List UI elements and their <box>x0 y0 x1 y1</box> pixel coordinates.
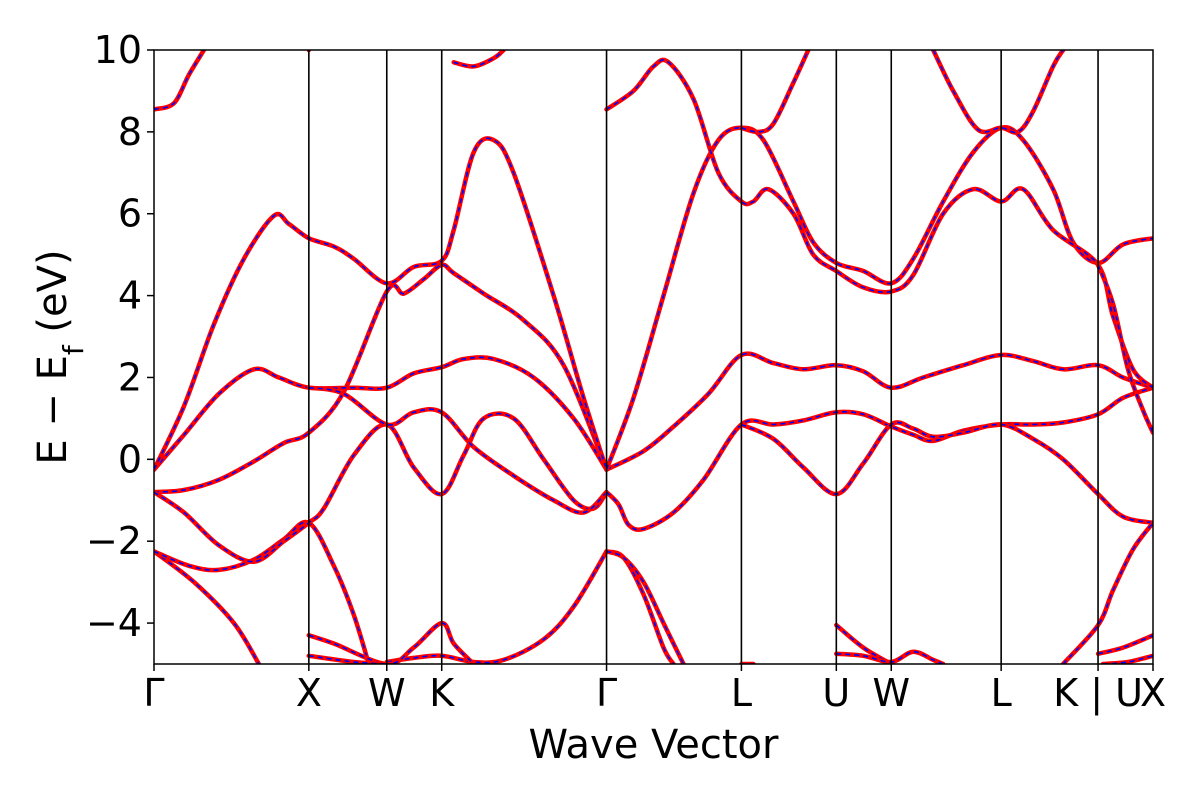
band-line-dashed-3 <box>154 412 608 563</box>
band-line-7 <box>154 50 207 112</box>
y-tick-label-4: 4 <box>118 274 142 318</box>
band-line-14 <box>604 385 1153 532</box>
band-line-dashed-11 <box>308 655 387 664</box>
y-axis-label: E − Ef (eV) <box>30 249 90 464</box>
y-tick-label-2: 0 <box>118 437 142 481</box>
band-line-3 <box>154 411 609 564</box>
y-tick-label-6: 8 <box>118 110 142 154</box>
band-line-17 <box>604 57 1153 390</box>
band-line-dashed-28 <box>453 50 505 68</box>
x-tick-label-9: K | U <box>1053 671 1143 716</box>
y-axis-label-unit: (eV) <box>30 249 76 345</box>
band-line-dashed-26 <box>1097 264 1153 434</box>
y-axis-label-subscript: f <box>57 344 90 355</box>
high-symmetry-lines <box>308 50 1099 664</box>
y-tick-label-3: 2 <box>118 355 142 399</box>
band-line-dashed-23 <box>836 650 944 664</box>
band-line-dashed-13 <box>606 550 685 664</box>
band-line-dashed-16 <box>605 126 1153 470</box>
band-line-24 <box>1095 633 1153 657</box>
band-line-dashed-7 <box>154 50 205 111</box>
x-tick-label-3: K <box>429 671 455 715</box>
band-line-13 <box>604 549 686 664</box>
band-line-dashed-1 <box>154 521 370 664</box>
band-line-20 <box>739 50 811 135</box>
band-line-15 <box>604 351 1153 472</box>
x-tick-label-0: Γ <box>143 671 164 715</box>
x-tick-label-8: L <box>991 671 1012 715</box>
x-tick-label-2: W <box>368 671 406 715</box>
x-tick-label-10: X <box>1140 671 1166 715</box>
band-line-dashed-25 <box>1062 522 1153 664</box>
bands-layer <box>154 50 1153 664</box>
x-tick-label-1: X <box>296 671 322 715</box>
band-line-dashed-20 <box>741 50 810 133</box>
x-tick-label-7: W <box>872 671 910 715</box>
band-line-dashed-19 <box>741 421 1153 524</box>
y-tick-label-5: 6 <box>118 192 142 236</box>
band-line-10 <box>306 620 476 664</box>
band-line-dashed-9 <box>386 550 608 664</box>
y-axis-label-main: E − E <box>30 355 76 465</box>
y-tick-label-1: −2 <box>86 519 142 563</box>
plot-frame <box>153 49 1154 665</box>
band-line-12 <box>604 549 676 664</box>
band-line-dashed-2 <box>154 263 608 493</box>
x-tick-label-5: L <box>731 671 752 715</box>
band-line-2 <box>154 262 609 495</box>
band-line-16 <box>604 125 1153 472</box>
y-axis-ticks: −4 −2 0 2 4 6 8 10 <box>86 28 154 645</box>
x-axis-label: Wave Vector <box>529 722 780 768</box>
band-line-dashed-21 <box>932 50 1064 134</box>
band-line-dashed-14 <box>605 386 1153 531</box>
x-tick-label-6: U <box>822 671 850 715</box>
band-line-27 <box>1100 653 1153 664</box>
band-line-dashed-27 <box>1102 655 1153 664</box>
band-line-dashed-5 <box>154 137 608 470</box>
y-tick-label-7: 10 <box>94 28 142 72</box>
y-tick-label-0: −4 <box>86 601 142 645</box>
band-line-dashed-0 <box>154 550 260 664</box>
band-line-28 <box>451 50 506 69</box>
band-line-19 <box>739 420 1153 526</box>
band-line-dashed-6 <box>308 386 608 514</box>
band-line-dashed-17 <box>606 59 1153 389</box>
x-tick-label-4: Γ <box>596 671 617 715</box>
